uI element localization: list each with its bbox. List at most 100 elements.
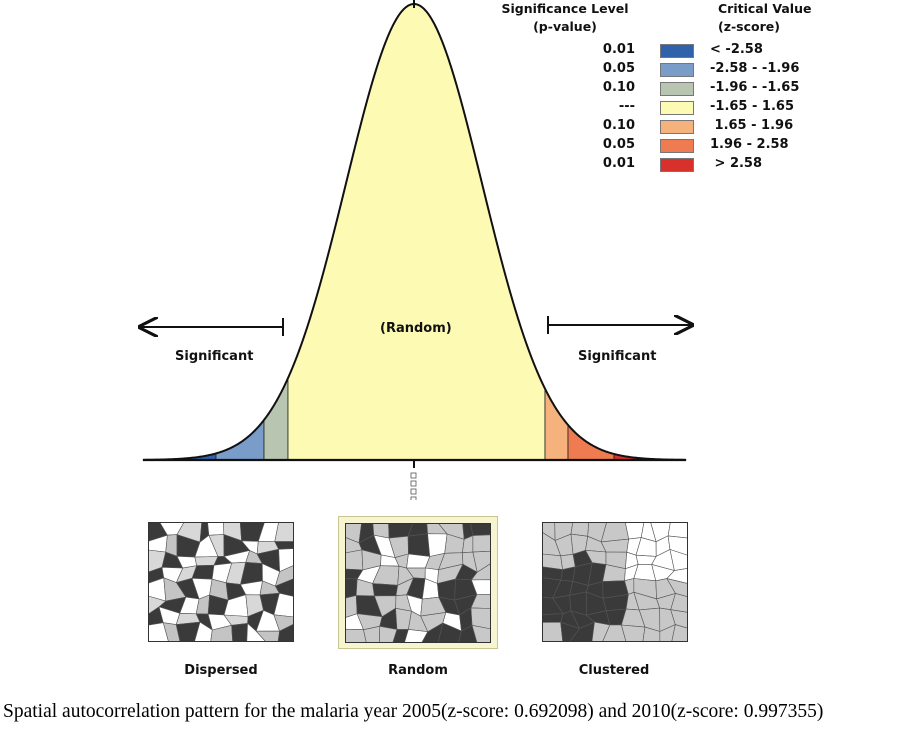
legend-z-range: -1.65 - 1.65 [710, 99, 794, 114]
connector-dot [410, 488, 417, 495]
legend-p-header-line2: (p-value) [533, 19, 597, 34]
region-196-258 [567, 423, 615, 461]
legend-swatch [660, 82, 694, 96]
legend-p-value: 0.05 [602, 137, 635, 152]
clustered-label: Clustered [578, 663, 650, 678]
legend-z-range: < -2.58 [710, 42, 763, 57]
legend-z-range: -1.96 - -1.65 [710, 80, 800, 95]
region-258-196 [215, 418, 265, 461]
map-polygon [345, 578, 358, 599]
map-polygon [542, 621, 564, 642]
map-polygon [470, 563, 491, 581]
legend-z-header: Critical Value (z-score) [718, 0, 811, 36]
map-polygon [273, 614, 294, 632]
right-significant-label: Significant [578, 349, 657, 364]
legend-z-header-line2: (z-score) [718, 19, 780, 34]
map-polygon [669, 549, 688, 571]
connector-dot [410, 472, 417, 479]
map-polygon [667, 522, 688, 539]
dispersed-label: Dispersed [184, 663, 258, 678]
map-polygon [470, 579, 491, 595]
legend-row: --- -1.65 - 1.65 [590, 99, 830, 118]
legend-swatch [660, 139, 694, 153]
random-center-label: (Random) [380, 321, 452, 336]
map-polygon [404, 629, 429, 643]
map-polygon [194, 621, 213, 642]
map-polygon [231, 623, 248, 642]
map-polygon [379, 625, 398, 643]
map-polygon [345, 628, 367, 643]
legend-swatch [660, 158, 694, 172]
legend-p-value: 0.10 [602, 80, 635, 95]
random-label: Random [388, 663, 448, 678]
map-polygon [437, 622, 462, 643]
legend-p-value: 0.01 [602, 156, 635, 171]
map-polygon [427, 533, 448, 557]
connector-dot [410, 480, 417, 487]
map-polygon [148, 622, 169, 642]
map-polygon [457, 624, 478, 643]
legend-row: 0.01 < -2.58 [590, 42, 830, 61]
legend-p-value: 0.10 [602, 118, 635, 133]
map-polygon [255, 630, 280, 642]
map-polygon [670, 609, 688, 629]
region-165-196 [544, 388, 569, 461]
legend-p-value: 0.01 [602, 42, 635, 57]
map-polygon [363, 625, 381, 643]
map-polygon [274, 564, 294, 587]
map-polygon [472, 550, 491, 573]
legend-p-header-line1: Significance Level [501, 1, 629, 16]
legend-z-range: 1.96 - 2.58 [710, 137, 789, 152]
map-polygon [560, 621, 580, 642]
map-polygon [162, 622, 181, 642]
map-polygon [207, 522, 225, 536]
map-polygon [273, 592, 294, 618]
clustered-map-thumbnail [542, 522, 688, 642]
figure-caption: Spatial autocorrelation pattern for the … [3, 701, 824, 722]
map-polygon [274, 541, 294, 550]
map-polygon [274, 522, 294, 542]
region-random [287, 3, 546, 461]
map-polygon [602, 624, 627, 642]
legend-z-range: 1.65 - 1.96 [710, 118, 794, 133]
map-polygon [591, 621, 611, 642]
legend-row: 0.01 > 2.58 [590, 156, 830, 175]
legend-swatch [660, 63, 694, 77]
map-polygon [421, 622, 444, 643]
map-polygon [175, 621, 201, 642]
legend-swatch [660, 44, 694, 58]
legend-z-range: > 2.58 [710, 156, 763, 171]
map-polygon [278, 548, 294, 573]
map-polygon [471, 624, 491, 643]
map-polygon [666, 578, 688, 598]
map-polygon [620, 624, 646, 642]
map-polygon [642, 626, 661, 642]
map-polygon [470, 594, 491, 609]
legend-row: 0.10 -1.96 - -1.65 [590, 80, 830, 99]
map-polygon [470, 607, 491, 630]
map-polygon [345, 549, 364, 571]
legend-swatch [660, 120, 694, 134]
dotted-connector [410, 472, 417, 500]
legend-p-value: 0.05 [602, 61, 635, 76]
map-polygon [569, 621, 595, 642]
map-polygon [210, 624, 234, 642]
map-polygon [392, 629, 409, 643]
legend-row: 0.10 1.65 - 1.96 [590, 118, 830, 137]
map-polygon [274, 578, 294, 597]
legend-z-header-line1: Critical Value [718, 1, 812, 16]
legend-z-range: -2.58 - -1.96 [710, 61, 800, 76]
legend-p-header: Significance Level (p-value) [490, 0, 640, 36]
bell-curve-diagram [0, 0, 916, 500]
legend-swatch [660, 101, 694, 115]
map-polygon [542, 613, 564, 623]
random-map-thumbnail [345, 523, 491, 643]
dispersed-map-thumbnail [148, 522, 294, 642]
legend-p-value: --- [618, 99, 635, 114]
map-polygon [659, 624, 676, 642]
map-polygon [670, 593, 688, 613]
map-polygon [472, 534, 491, 553]
map-polygon [671, 624, 688, 642]
left-significant-label: Significant [175, 349, 254, 364]
legend-row: 0.05 -2.58 - -1.96 [590, 61, 830, 80]
